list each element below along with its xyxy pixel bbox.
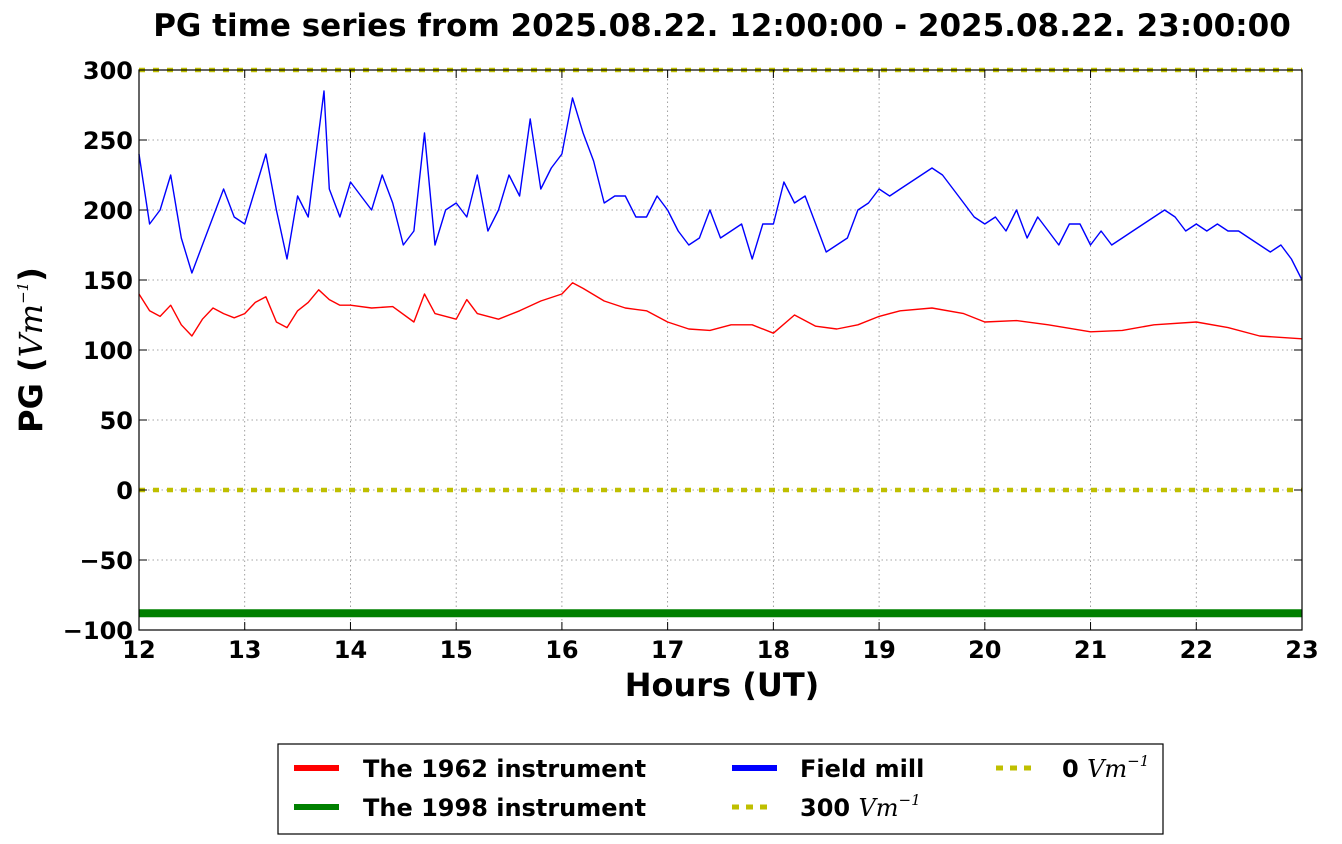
x-tick-label: 14 — [334, 636, 367, 664]
x-tick-label: 23 — [1285, 636, 1318, 664]
y-tick-label: 200 — [83, 197, 133, 225]
y-tick-label: 300 — [83, 57, 133, 85]
svg-text:PG (Vm−1): PG (Vm−1) — [12, 267, 50, 433]
x-tick-label: 18 — [757, 636, 790, 664]
x-axis-ticks: 12 13 14 15 16 17 18 19 20 21 22 23 — [122, 70, 1319, 664]
legend-label: 0 Vm−1 — [1062, 752, 1149, 783]
chart-title: PG time series from 2025.08.22. 12:00:00… — [153, 8, 1291, 44]
y-axis-label-close: ) — [12, 267, 50, 282]
y-axis-label-exponent: −1 — [14, 282, 32, 304]
y-tick-label: 250 — [83, 127, 133, 155]
x-tick-label: 16 — [545, 636, 578, 664]
x-tick-label: 17 — [651, 636, 684, 664]
series-line-the-1962-instrument — [138, 282, 1303, 340]
legend-label: Field mill — [800, 755, 924, 783]
x-tick-label: 20 — [968, 636, 1001, 664]
y-tick-label: 100 — [83, 337, 133, 365]
x-tick-label: 19 — [862, 636, 895, 664]
x-tick-label: 13 — [228, 636, 261, 664]
x-tick-label: 15 — [439, 636, 472, 664]
legend-label: The 1962 instrument — [363, 755, 646, 783]
legend: The 1962 instrument The 1998 instrument Fi… — [277, 743, 1164, 835]
y-tick-label: 0 — [116, 477, 133, 505]
legend-label: The 1998 instrument — [363, 794, 646, 822]
series-line-field-mill — [138, 90, 1303, 281]
y-axis-ticks: 300 250 200 150 100 50 0 −50 −100 — [63, 57, 1302, 645]
x-tick-label: 21 — [1074, 636, 1107, 664]
y-tick-label: −100 — [63, 617, 133, 645]
series-layer — [138, 67, 1303, 618]
x-tick-label: 22 — [1180, 636, 1213, 664]
y-axis-label-text: PG ( — [12, 357, 50, 432]
x-axis-label: Hours (UT) — [625, 666, 820, 704]
legend-box — [277, 743, 1164, 835]
y-tick-label: −50 — [79, 547, 133, 575]
x-tick-label: 12 — [122, 636, 155, 664]
y-tick-label: 150 — [83, 267, 133, 295]
y-axis-label: PG (Vm−1) — [12, 267, 50, 433]
y-axis-label-unit: Vm — [12, 304, 50, 357]
y-tick-label: 50 — [100, 407, 133, 435]
legend-label: 300 Vm−1 — [800, 791, 921, 822]
grid — [138, 69, 1303, 631]
